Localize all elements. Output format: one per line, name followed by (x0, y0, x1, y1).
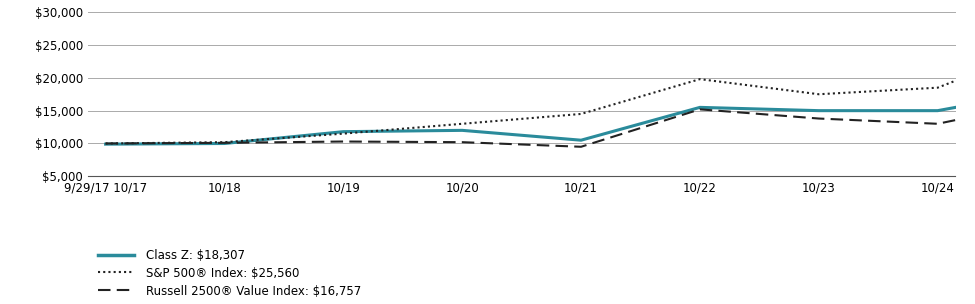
Legend: Class Z: $18,307, S&P 500® Index: $25,560, Russell 2500® Value Index: $16,757: Class Z: $18,307, S&P 500® Index: $25,56… (94, 245, 366, 302)
